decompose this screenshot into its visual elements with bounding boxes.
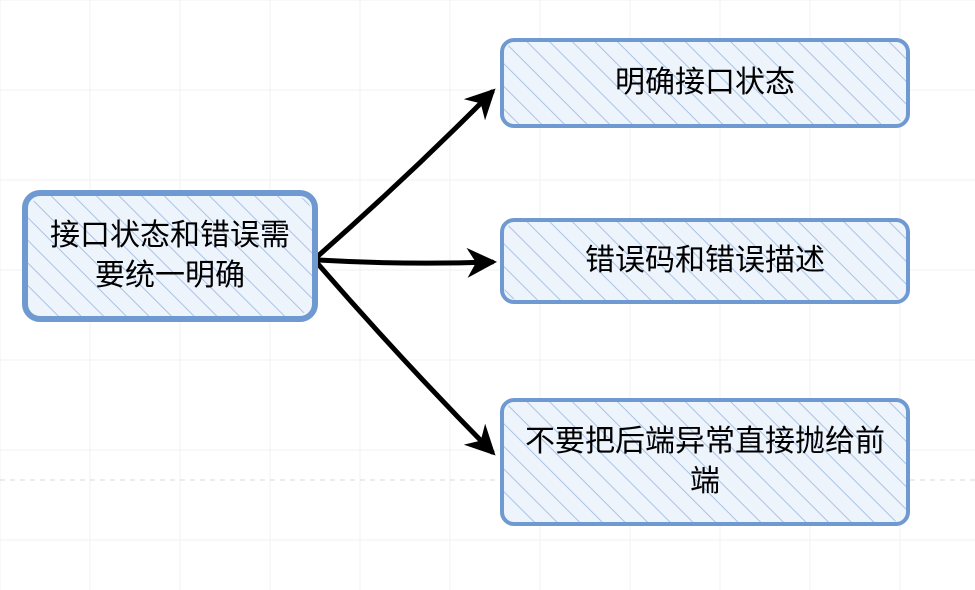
edge-root-n3 xyxy=(318,264,492,452)
node-label: 接口状态和错误需要统一明确 xyxy=(38,216,302,297)
node-label: 不要把后端异常直接抛给前端 xyxy=(514,422,896,503)
diagram-canvas: { "diagram": { "type": "flowchart", "can… xyxy=(0,0,975,590)
node-n2: 错误码和错误描述 xyxy=(500,218,910,304)
edge-root-n1 xyxy=(318,92,492,256)
node-n1: 明确接口状态 xyxy=(500,38,910,128)
node-label: 错误码和错误描述 xyxy=(585,241,825,282)
node-label: 明确接口状态 xyxy=(615,63,795,104)
node-root: 接口状态和错误需要统一明确 xyxy=(22,190,318,322)
node-n3: 不要把后端异常直接抛给前端 xyxy=(500,398,910,526)
edge-root-n2 xyxy=(318,260,492,263)
